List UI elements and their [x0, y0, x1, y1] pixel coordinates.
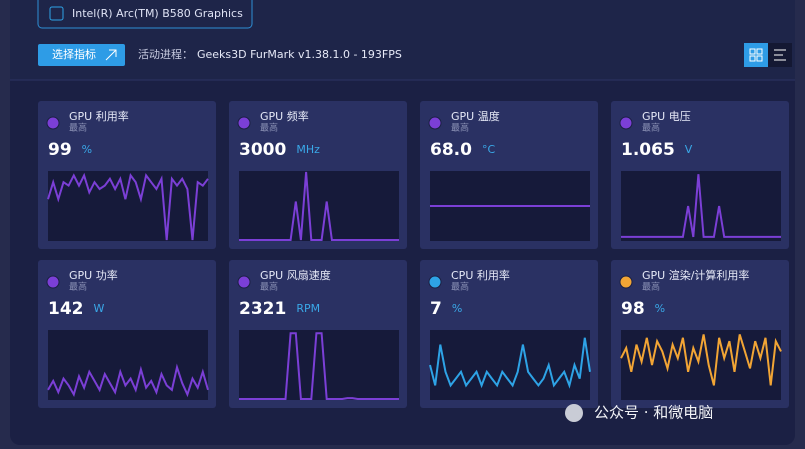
select-button[interactable]: [38, 44, 125, 66]
unit: %: [452, 302, 462, 315]
card-subtitle: 最高: [451, 122, 469, 134]
card-title: GPU 电压: [642, 110, 691, 123]
status-dot: [619, 116, 633, 130]
sparkline: [47, 172, 209, 241]
card-subtitle: 最高: [260, 122, 278, 134]
card-title: GPU 温度: [451, 109, 500, 123]
grid-view-button[interactable]: [744, 43, 768, 67]
sparkline-area: [239, 330, 399, 400]
card-subtitle: 最高: [642, 122, 660, 134]
card-title: CPU 利用率: [451, 268, 510, 282]
card-value: 3000 MHz: [239, 140, 320, 160]
card-title: GPU 功率: [69, 268, 118, 282]
card-subtitle: 最高: [260, 281, 278, 293]
status-dot: [428, 116, 442, 130]
value: 1.065: [621, 140, 675, 160]
sparkline: [239, 171, 399, 241]
value: 99: [48, 140, 72, 160]
unit: V: [685, 143, 693, 156]
value: 7: [430, 299, 442, 319]
card-subtitle: 最高: [642, 281, 660, 293]
status-dot: [237, 275, 251, 289]
sparkline-area: [621, 330, 781, 400]
chip-icon: [49, 6, 64, 21]
card-value: 99%: [48, 140, 92, 160]
card-value: 7%: [430, 299, 462, 319]
card-value: 98%: [621, 299, 665, 319]
status-dot: [428, 275, 442, 289]
list-icon: [774, 49, 786, 61]
card-value: 2321 RPM: [239, 299, 320, 319]
card-value: 1.065 V: [621, 140, 693, 160]
status-dot: [619, 275, 633, 289]
sparkline: [621, 174, 781, 238]
status-dot: [237, 116, 251, 130]
card-subtitle: 最高: [69, 281, 87, 293]
card-title: GPU 渲染/计算利用率: [642, 268, 749, 282]
unit: W: [94, 302, 105, 315]
process-name: Geeks3D FurMark v1.38.1.0 - 193FPS: [197, 48, 402, 61]
unit: %: [655, 302, 665, 315]
value: 98: [621, 299, 645, 319]
value: 68.0: [430, 140, 472, 160]
sparkline: [429, 337, 591, 389]
sparkline-area: [239, 171, 399, 241]
sparkline: [620, 334, 782, 386]
select-button-label: 选择指标: [52, 47, 96, 61]
card-subtitle: 最高: [451, 281, 469, 293]
unit: RPM: [296, 302, 320, 315]
status-dot: [46, 116, 60, 130]
unit: %: [82, 143, 92, 156]
card-title: GPU 风扇速度: [260, 268, 331, 282]
sparkline: [239, 332, 399, 400]
grid-icon: [749, 48, 763, 62]
process-label: 活动进程：: [138, 48, 193, 61]
watermark: 公众号 · 和微电脑: [594, 404, 713, 422]
unit: MHz: [296, 143, 320, 156]
sparkline: [47, 363, 209, 398]
status-dot: [46, 275, 60, 289]
unit: °C: [482, 143, 496, 156]
card-subtitle: 最高: [69, 122, 87, 134]
gpu-button[interactable]: [37, 0, 253, 29]
card-value: 68.0 °C: [430, 140, 495, 160]
arrow-icon: [105, 49, 117, 61]
value: 2321: [239, 299, 286, 319]
value: 142: [48, 299, 84, 319]
wechat-icon: [565, 404, 583, 422]
card-title: GPU 频率: [260, 109, 309, 123]
card-title: GPU 利用率: [69, 109, 129, 123]
card-value: 142 W: [48, 299, 105, 319]
gpu-name: Intel(R) Arc(TM) B580 Graphics: [72, 7, 243, 20]
value: 3000: [239, 140, 286, 160]
sparkline-area: [430, 330, 590, 400]
